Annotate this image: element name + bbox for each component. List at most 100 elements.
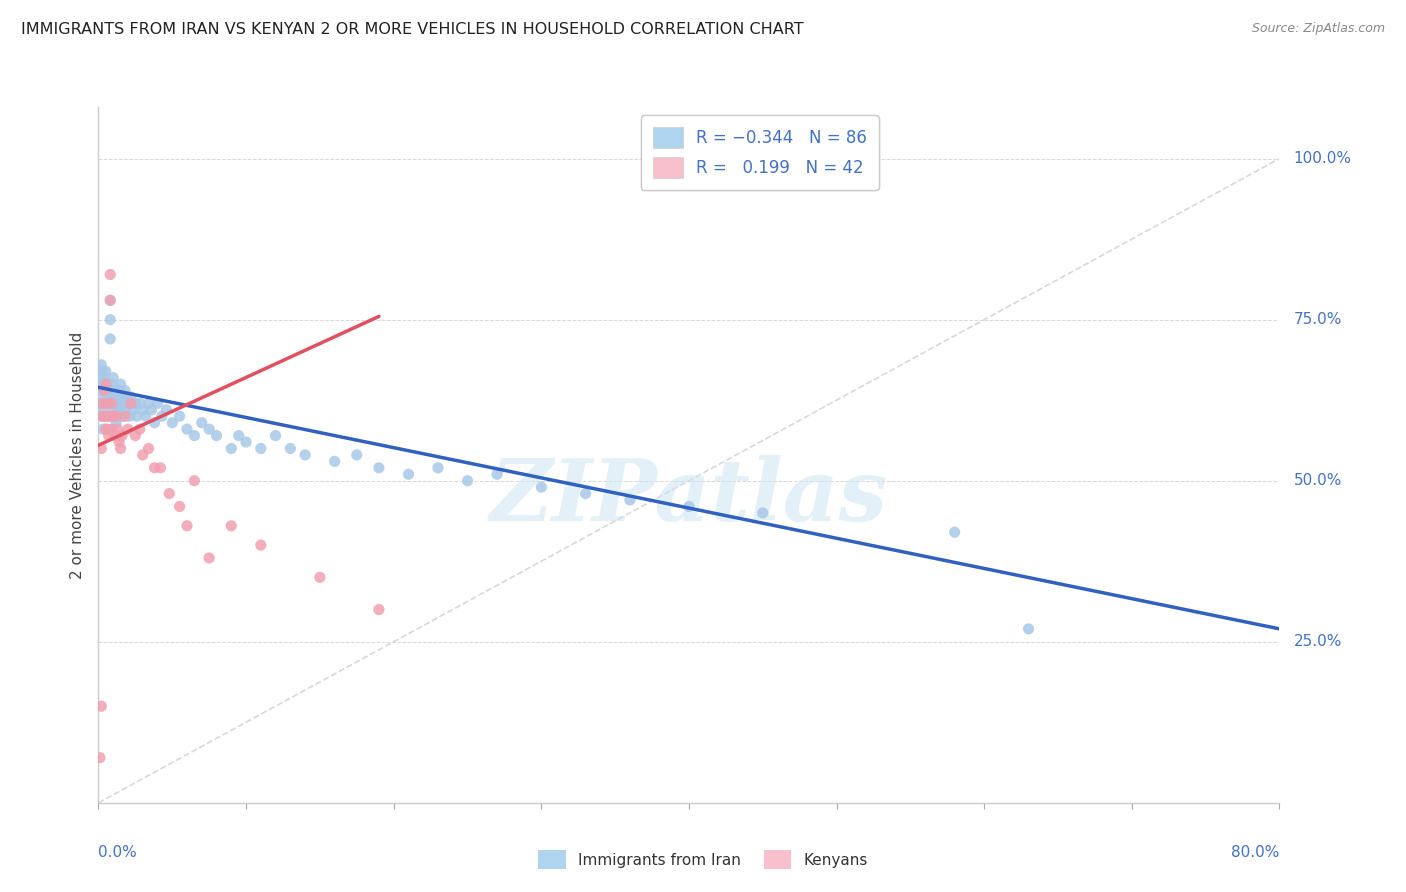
Point — [943, 525, 966, 540]
Point — [98, 293, 121, 308]
Point — [456, 474, 478, 488]
Point — [89, 750, 111, 764]
Point — [100, 377, 122, 392]
Point — [149, 460, 172, 475]
Point — [751, 506, 773, 520]
Point — [108, 384, 131, 398]
Point — [118, 409, 141, 424]
Point — [198, 551, 221, 566]
Point — [309, 570, 332, 584]
Point — [90, 442, 112, 456]
Point — [104, 384, 127, 398]
Text: 100.0%: 100.0% — [1294, 151, 1351, 166]
Point — [103, 409, 125, 424]
Point — [396, 467, 419, 482]
Point — [108, 435, 131, 450]
Point — [132, 402, 155, 417]
Point — [294, 448, 316, 462]
Point — [96, 396, 118, 410]
Point — [91, 409, 114, 424]
Point — [619, 493, 641, 508]
Point — [97, 409, 120, 424]
Point — [90, 699, 112, 714]
Point — [100, 422, 122, 436]
Y-axis label: 2 or more Vehicles in Household: 2 or more Vehicles in Household — [70, 331, 86, 579]
Point — [346, 448, 368, 462]
Point — [228, 428, 250, 442]
Point — [169, 500, 191, 514]
Point — [91, 384, 114, 398]
Point — [111, 409, 134, 424]
Point — [132, 448, 155, 462]
Text: 75.0%: 75.0% — [1294, 312, 1341, 327]
Point — [155, 402, 177, 417]
Point — [100, 396, 122, 410]
Point — [157, 486, 180, 500]
Point — [90, 358, 112, 372]
Point — [112, 396, 135, 410]
Legend: Immigrants from Iran, Kenyans: Immigrants from Iran, Kenyans — [531, 844, 875, 875]
Point — [96, 377, 118, 392]
Point — [138, 396, 160, 410]
Point — [93, 402, 115, 417]
Point — [323, 454, 346, 468]
Point — [110, 396, 132, 410]
Point — [91, 396, 114, 410]
Point — [120, 396, 142, 410]
Point — [93, 409, 115, 424]
Legend: R = −0.344   N = 86, R =   0.199   N = 42: R = −0.344 N = 86, R = 0.199 N = 42 — [641, 115, 879, 190]
Text: 80.0%: 80.0% — [1232, 845, 1279, 860]
Point — [117, 422, 139, 436]
Point — [97, 409, 120, 424]
Point — [104, 428, 127, 442]
Point — [368, 460, 391, 475]
Point — [138, 442, 160, 456]
Point — [105, 416, 128, 430]
Text: 0.0%: 0.0% — [98, 845, 138, 860]
Point — [150, 409, 173, 424]
Point — [96, 396, 118, 410]
Point — [162, 416, 183, 430]
Point — [105, 409, 128, 424]
Point — [1017, 622, 1039, 636]
Point — [98, 312, 121, 326]
Point — [93, 390, 115, 404]
Text: IMMIGRANTS FROM IRAN VS KENYAN 2 OR MORE VEHICLES IN HOUSEHOLD CORRELATION CHART: IMMIGRANTS FROM IRAN VS KENYAN 2 OR MORE… — [21, 22, 804, 37]
Point — [219, 518, 242, 533]
Point — [105, 396, 128, 410]
Point — [97, 428, 120, 442]
Point — [250, 442, 273, 456]
Point — [574, 486, 596, 500]
Point — [103, 390, 125, 404]
Point — [107, 422, 129, 436]
Point — [98, 293, 121, 308]
Point — [114, 402, 136, 417]
Point — [115, 390, 138, 404]
Point — [91, 396, 114, 410]
Point — [183, 474, 205, 488]
Point — [278, 442, 302, 456]
Point — [117, 396, 139, 410]
Point — [91, 422, 114, 436]
Point — [103, 409, 125, 424]
Point — [90, 409, 112, 424]
Point — [91, 364, 114, 378]
Point — [198, 422, 221, 436]
Point — [135, 409, 157, 424]
Point — [94, 377, 117, 392]
Point — [98, 268, 121, 282]
Point — [125, 409, 148, 424]
Point — [368, 602, 391, 616]
Point — [110, 442, 132, 456]
Point — [183, 428, 205, 442]
Point — [121, 402, 143, 417]
Text: 50.0%: 50.0% — [1294, 473, 1341, 488]
Point — [103, 370, 125, 384]
Point — [678, 500, 700, 514]
Point — [89, 370, 111, 384]
Point — [124, 396, 146, 410]
Point — [104, 402, 127, 417]
Point — [143, 460, 166, 475]
Point — [94, 364, 117, 378]
Point — [176, 422, 198, 436]
